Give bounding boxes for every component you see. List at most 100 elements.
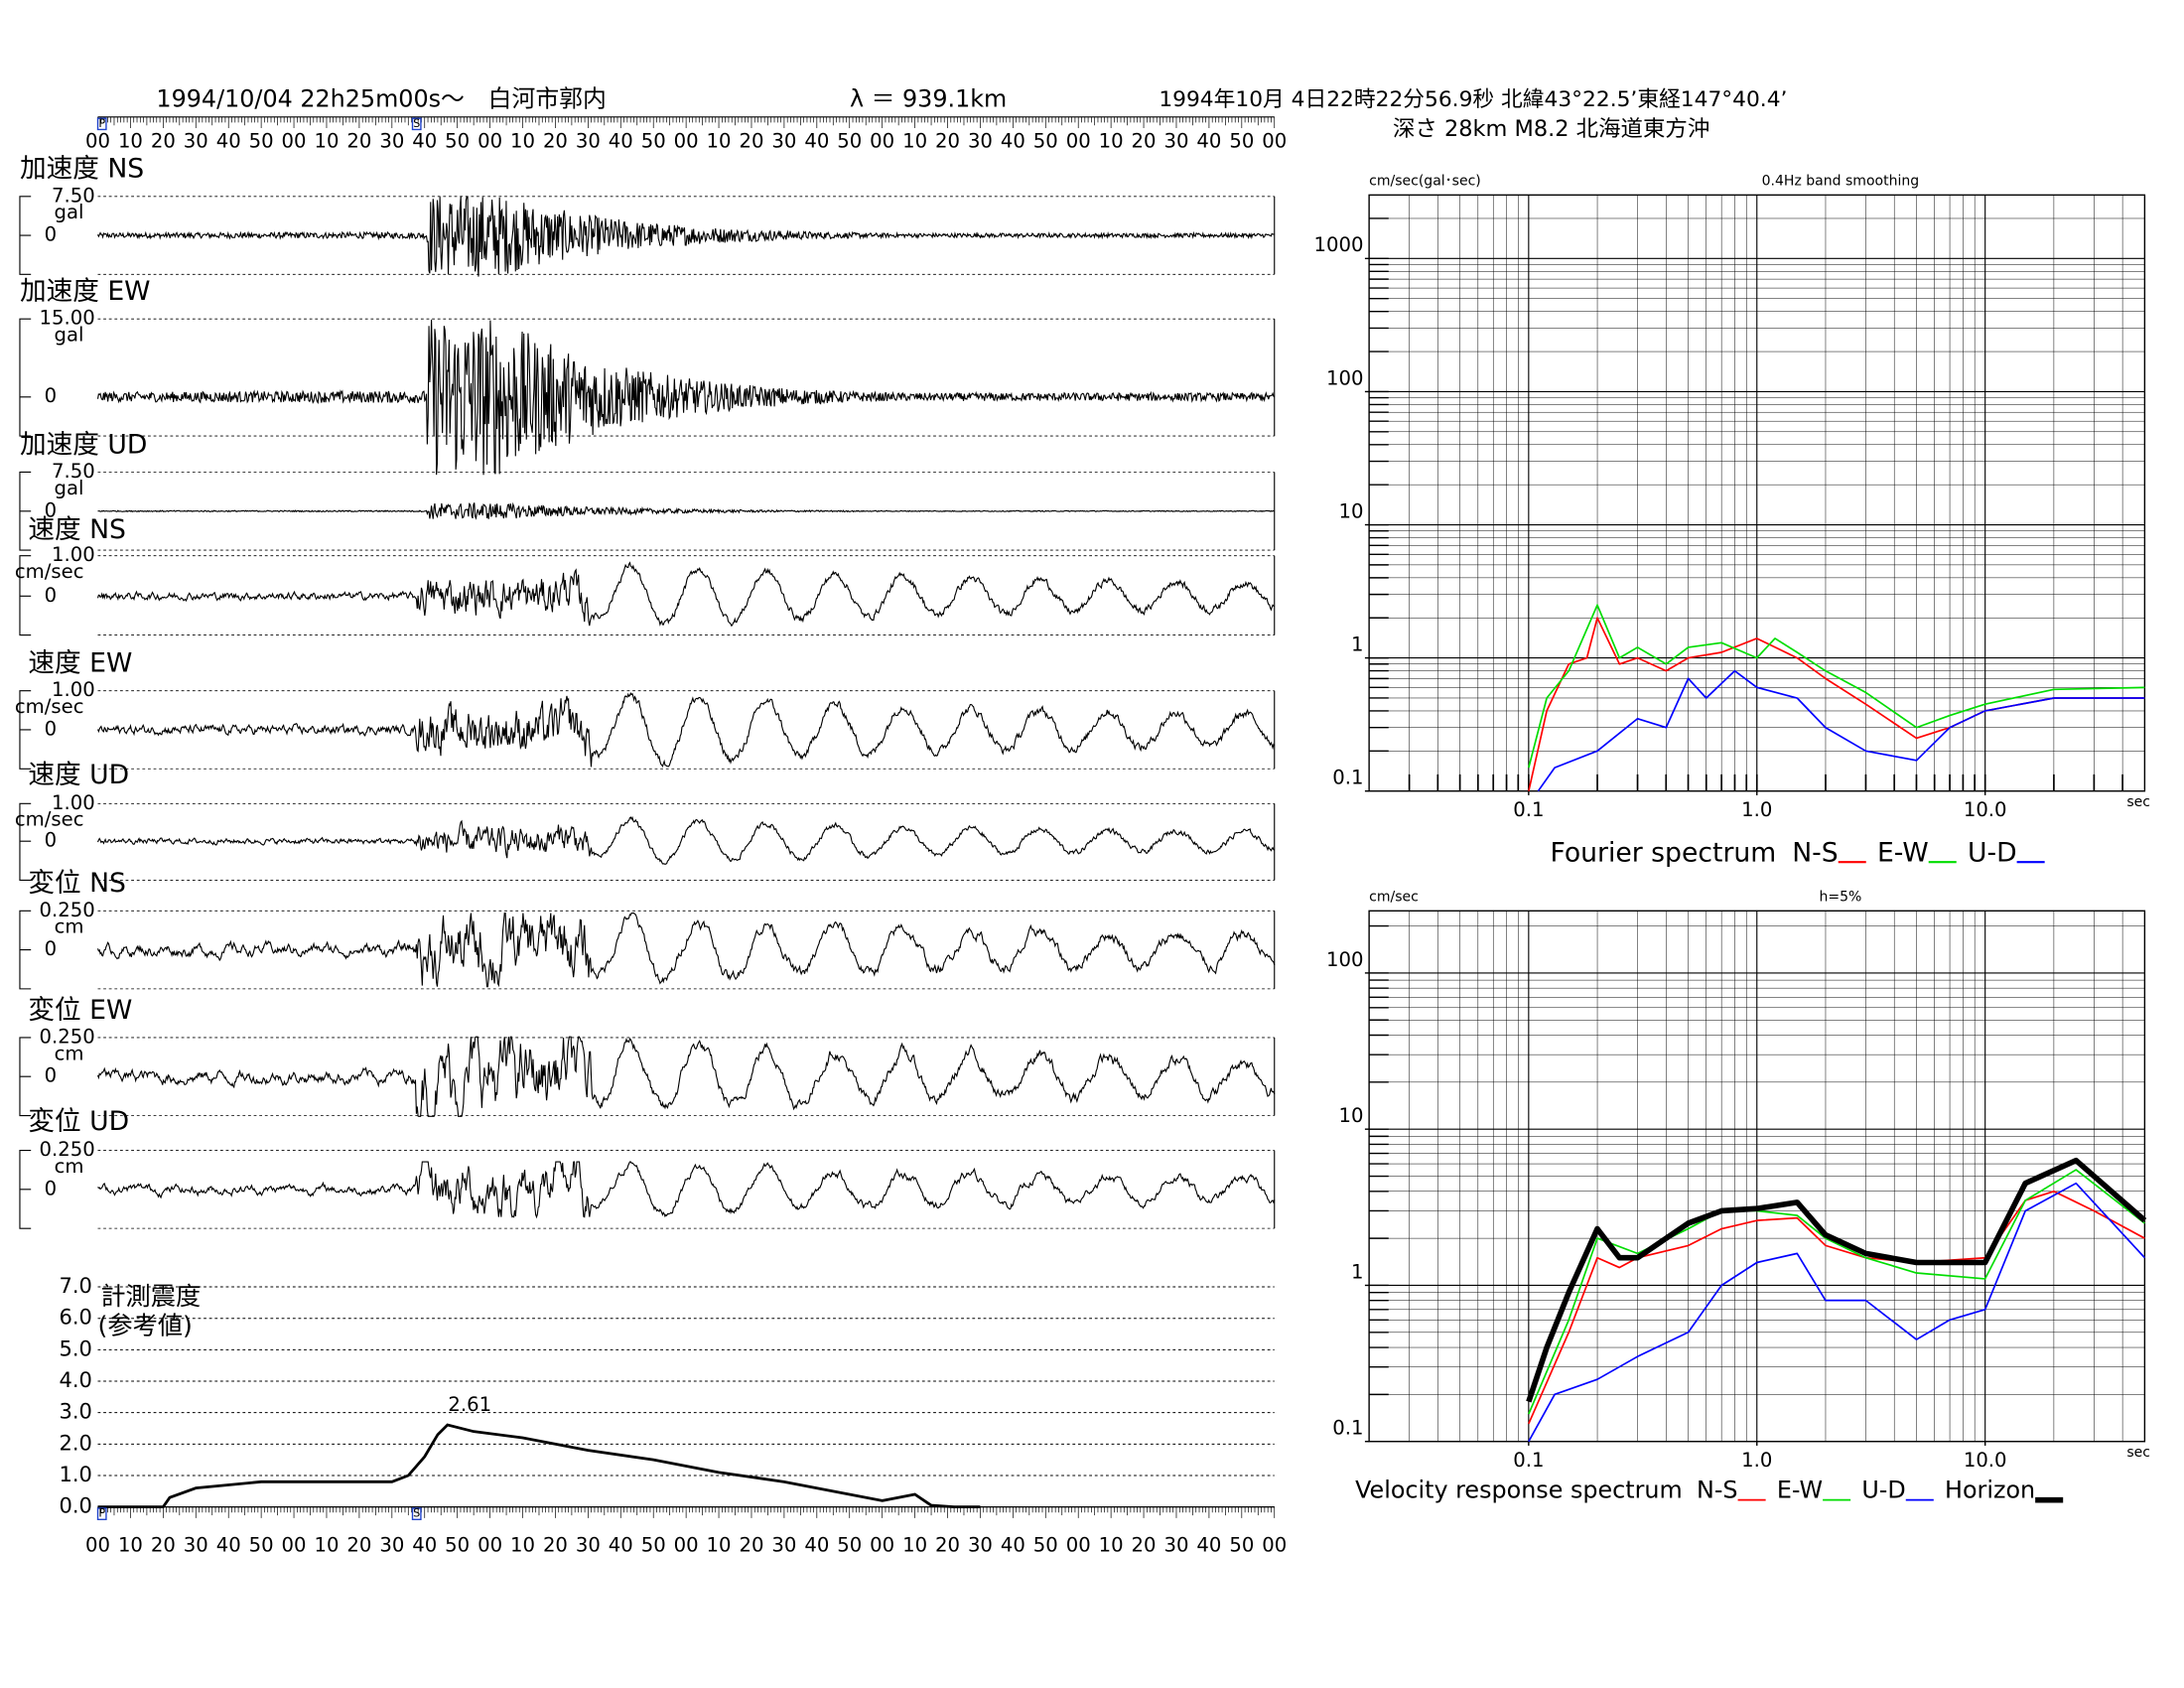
legend-label: E-W bbox=[1777, 1477, 1823, 1504]
y-tick-label: 3.0 bbox=[59, 1399, 91, 1424]
trace-unit: gal bbox=[55, 477, 84, 499]
phase-label: S bbox=[413, 117, 420, 130]
time-label: 00 bbox=[85, 1533, 110, 1556]
trace-zero: 0 bbox=[45, 223, 57, 246]
time-label: 20 bbox=[1132, 130, 1157, 153]
time-label: 40 bbox=[804, 130, 829, 153]
time-label: 40 bbox=[412, 130, 437, 153]
legend-label: N-S bbox=[1697, 1477, 1738, 1504]
time-label: 30 bbox=[379, 1533, 404, 1556]
time-label: 10 bbox=[510, 130, 535, 153]
trace-label: 変位 UD bbox=[28, 1106, 129, 1137]
legend-title: Fourier spectrum bbox=[1550, 837, 1776, 868]
waveform bbox=[97, 1161, 1276, 1219]
trace-zero: 0 bbox=[45, 717, 57, 740]
trace-unit: gal bbox=[55, 201, 84, 223]
trace-unit: cm/sec bbox=[15, 560, 84, 583]
phase-label: S bbox=[413, 1507, 420, 1520]
trace-scale: 7.50 bbox=[52, 184, 95, 207]
trace-bracket bbox=[19, 910, 32, 990]
time-label: 10 bbox=[314, 1533, 339, 1556]
time-label: 30 bbox=[184, 130, 208, 153]
y-tick-label: 0.1 bbox=[1332, 1417, 1363, 1440]
spectrum-line bbox=[1528, 1169, 2145, 1415]
trace-scale: 0.250 bbox=[40, 899, 95, 921]
x-axis-label: sec bbox=[2126, 794, 2150, 810]
chart-subtitle: h=5% bbox=[1819, 889, 1861, 905]
y-tick-label: 1.0 bbox=[59, 1462, 91, 1486]
y-tick-label: 1000 bbox=[1314, 233, 1364, 256]
spectrum-line bbox=[1526, 1157, 2147, 1403]
phase-marker bbox=[96, 1507, 107, 1520]
waveform bbox=[96, 913, 1276, 988]
waveform bbox=[97, 196, 1275, 277]
time-label: 30 bbox=[184, 1533, 208, 1556]
trace-scale: 7.50 bbox=[52, 460, 95, 483]
time-label: 20 bbox=[1132, 1533, 1157, 1556]
trace-label: 速度 NS bbox=[28, 514, 126, 545]
time-label: 20 bbox=[346, 130, 371, 153]
time-label: 30 bbox=[968, 1533, 993, 1556]
trace-scale: 1.00 bbox=[52, 678, 95, 701]
time-label: 00 bbox=[478, 1533, 502, 1556]
x-tick-label: 10.0 bbox=[1964, 1449, 2007, 1472]
header-event: 1994年10月 4日22時22分56.9秒 北緯43°22.5’東経147°4… bbox=[1159, 87, 1787, 112]
legend-label: U-D bbox=[1861, 1477, 1905, 1504]
y-tick-label: 0.1 bbox=[1332, 767, 1363, 789]
time-label: 40 bbox=[609, 130, 633, 153]
time-label: 10 bbox=[118, 1533, 143, 1556]
trace-scale: 1.00 bbox=[52, 791, 95, 814]
y-tick-label: 10 bbox=[1339, 499, 1364, 522]
x-tick-label: 0.1 bbox=[1513, 798, 1544, 821]
trace-unit: cm/sec bbox=[15, 695, 84, 718]
time-label: 30 bbox=[1163, 1533, 1188, 1556]
peak-annotation: 2.61 bbox=[448, 1393, 491, 1416]
trace-zero: 0 bbox=[45, 829, 57, 852]
time-label: 30 bbox=[379, 130, 404, 153]
time-label: 00 bbox=[282, 1533, 307, 1556]
trace-zero: 0 bbox=[45, 1064, 57, 1087]
trace-scale: 1.00 bbox=[52, 543, 95, 566]
trace-scale: 0.250 bbox=[40, 1025, 95, 1048]
time-label: 10 bbox=[707, 130, 732, 153]
phase-label: P bbox=[98, 117, 105, 130]
chart-subtitle: (参考値) bbox=[98, 1312, 193, 1340]
time-label: 20 bbox=[346, 1533, 371, 1556]
time-label: 30 bbox=[771, 130, 796, 153]
time-label: 50 bbox=[1033, 130, 1058, 153]
y-tick-label: 4.0 bbox=[59, 1367, 91, 1392]
time-label: 50 bbox=[445, 1533, 470, 1556]
trace-bracket bbox=[19, 471, 32, 551]
time-label: 40 bbox=[1196, 1533, 1221, 1556]
time-label: 30 bbox=[771, 1533, 796, 1556]
y-tick-label: 100 bbox=[1326, 366, 1363, 389]
x-tick-label: 0.1 bbox=[1513, 1449, 1544, 1472]
time-label: 30 bbox=[968, 130, 993, 153]
spectrum-line bbox=[1528, 617, 2145, 791]
trace-zero: 0 bbox=[45, 384, 57, 407]
waveform bbox=[97, 501, 1275, 520]
chart-title: 計測震度 bbox=[100, 1282, 201, 1311]
y-axis-label: cm/sec bbox=[1369, 889, 1419, 905]
y-tick-label: 100 bbox=[1326, 948, 1363, 971]
time-label: 20 bbox=[543, 1533, 568, 1556]
time-label: 40 bbox=[216, 1533, 241, 1556]
time-label: 40 bbox=[1001, 1533, 1025, 1556]
trace-bracket bbox=[19, 318, 32, 437]
trace-bracket bbox=[19, 802, 32, 882]
time-label: 40 bbox=[412, 1533, 437, 1556]
y-tick-label: 7.0 bbox=[59, 1273, 91, 1298]
y-axis-label: cm/sec(gal･sec) bbox=[1369, 173, 1481, 189]
trace-zero: 0 bbox=[45, 937, 57, 960]
time-label: 10 bbox=[902, 130, 927, 153]
trace-label: 加速度 UD bbox=[20, 429, 147, 460]
time-label: 00 bbox=[1066, 130, 1091, 153]
waveform bbox=[96, 1036, 1276, 1117]
time-label: 10 bbox=[1099, 130, 1124, 153]
time-label: 50 bbox=[445, 130, 470, 153]
time-label: 50 bbox=[837, 1533, 862, 1556]
time-label: 50 bbox=[837, 130, 862, 153]
time-label: 40 bbox=[1001, 130, 1025, 153]
